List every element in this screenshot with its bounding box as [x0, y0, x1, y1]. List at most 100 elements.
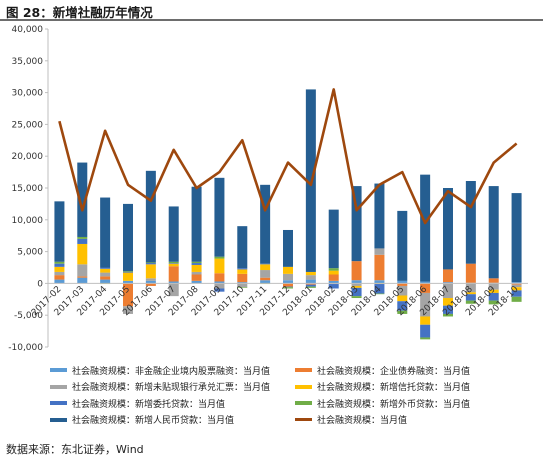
bar-segment-s4-2018-05 [397, 301, 408, 311]
bar-segment-s6-2017-03 [77, 162, 88, 237]
bar-segment-s5-2018-10 [511, 296, 522, 302]
legend-label: 社会融资规模：当月值 [317, 416, 408, 426]
bar-segment-s6-2018-10 [511, 193, 522, 283]
y-tick-label: 10,000 [12, 216, 44, 226]
bar-segment-s2-2017-04 [100, 272, 111, 277]
bar-segment-s3-2018-06 [420, 316, 431, 325]
legend-item: 社会融资规模：新增外币贷款：当月值 [295, 396, 470, 410]
bar-segment-s4-2017-09 [214, 288, 225, 292]
legend-item: 社会融资规模：新增信托贷款：当月值 [295, 380, 470, 394]
bar-segment-s3-2017-10 [237, 269, 248, 274]
bar-segment-s3-2018-03 [351, 285, 362, 288]
bar-segment-s6-2018-04 [374, 183, 385, 249]
bar-segment-s0-2018-03 [351, 280, 362, 284]
bar-segment-s2-2017-06 [145, 278, 156, 281]
bar-segment-s1-2018-01 [305, 283, 316, 285]
bar-segment-s5-2018-06 [420, 337, 431, 340]
bar-segment-s2-2018-03 [351, 283, 362, 286]
legend-label: 社会融资规模：新增委托贷款：当月值 [72, 399, 226, 410]
bar-segment-s0-2017-02 [54, 279, 65, 284]
bar-segment-s1-2017-06 [145, 283, 156, 286]
bar-segment-s0-2018-07 [443, 282, 453, 284]
bar-segment-s3-2017-03 [77, 243, 88, 265]
bar-segment-s1-2017-02 [54, 275, 65, 280]
legend-swatch [50, 384, 67, 389]
bar-segment-s2-2018-04 [374, 248, 385, 255]
bar-segment-s5-2017-02 [54, 261, 65, 264]
bar-segment-s2-2017-08 [191, 271, 202, 275]
bar-segment-s3-2017-04 [100, 268, 111, 273]
bar-segment-s5-2018-01 [305, 286, 316, 288]
bar-segment-s5-2017-03 [77, 236, 88, 239]
bar-segment-s6-2017-10 [237, 226, 248, 269]
bar-segment-s2-2017-09 [214, 283, 225, 289]
bar-segment-s0-2018-01 [305, 279, 316, 284]
title-divider [0, 19, 543, 21]
legend-swatch [50, 368, 67, 372]
bar-segment-s5-2018-05 [397, 310, 408, 314]
bar-segment-s6-2018-07 [443, 188, 453, 270]
bar-segment-s1-2017-11 [260, 277, 271, 281]
bar-segment-s5-2017-05 [123, 271, 133, 272]
legend-swatch [295, 418, 312, 421]
bar-segment-s5-2018-03 [351, 296, 362, 299]
bar-segment-s1-2017-10 [237, 273, 248, 283]
bar-segment-s1-2017-03 [77, 276, 88, 278]
legend-item: 社会融资规模：新增委托贷款：当月值 [50, 396, 225, 410]
y-tick-label: -10,000 [8, 343, 43, 353]
y-tick-label: 25,000 [12, 120, 44, 130]
bar-segment-s6-2018-02 [328, 209, 339, 269]
bar-segment-s5-2017-06 [145, 262, 156, 264]
bar-segment-s1-2018-05 [397, 283, 408, 286]
legend-label: 社会融资规模：新增外币贷款：当月值 [317, 399, 471, 410]
legend-label: 社会融资规模：新增未贴现银行承兑汇票：当月值 [72, 383, 271, 393]
bar-segment-s4-2018-01 [305, 284, 316, 287]
bar-segment-s6-2018-09 [488, 186, 499, 279]
bar-segment-s4-2018-04 [374, 284, 385, 294]
bar-segment-s0-2017-06 [145, 280, 156, 284]
bar-segment-s0-2018-06 [420, 281, 431, 284]
bar-segment-s1-2018-10 [511, 283, 522, 285]
legend-label: 社会融资规模：新增人民币贷款：当月值 [72, 416, 235, 426]
bar-segment-s4-2017-05 [123, 271, 133, 273]
bar-segment-s4-2018-06 [420, 324, 431, 338]
bar-segment-s6-2018-08 [465, 181, 476, 264]
bar-segment-s4-2017-10 [237, 268, 248, 270]
bar-segment-s3-2017-08 [191, 264, 202, 272]
bar-segment-s4-2018-03 [351, 287, 362, 297]
bar-segment-s2-2017-03 [77, 264, 88, 277]
bar-segment-s2-2018-09 [488, 283, 499, 290]
bar-segment-s6-2017-02 [54, 201, 65, 262]
y-tick-label: 15,000 [12, 184, 44, 194]
bar-segment-s6-2017-04 [100, 197, 111, 268]
bar-segment-s3-2017-09 [214, 258, 225, 274]
bar-segment-s4-2017-11 [260, 263, 271, 265]
bar-segment-s3-2018-05 [397, 295, 408, 302]
legend-swatch [295, 368, 312, 372]
bar-segment-s3-2017-02 [54, 266, 65, 272]
source-note: 数据来源：东北证券，Wind [6, 443, 144, 456]
bar-segment-s0-2018-02 [328, 280, 339, 284]
bar-segment-s6-2017-09 [214, 177, 225, 257]
bar-segment-s6-2017-12 [283, 229, 293, 267]
bar-segment-s1-2017-05 [123, 283, 133, 307]
bar-segment-s3-2018-01 [305, 271, 316, 276]
bar-segment-s4-2017-02 [54, 263, 65, 267]
bar-segment-s3-2017-05 [123, 272, 133, 281]
bar-segment-s0-2018-05 [397, 280, 408, 284]
bar-segment-s3-2017-12 [283, 266, 293, 274]
bar-segment-s3-2017-07 [168, 263, 179, 267]
bar-segment-s1-2018-04 [374, 254, 385, 281]
bar-segment-s2-2017-02 [54, 271, 65, 276]
bar-segment-s6-2018-05 [397, 210, 408, 281]
legend-swatch [295, 384, 312, 389]
bar-segment-s0-2017-12 [283, 280, 293, 284]
bar-segment-s4-2017-12 [283, 286, 293, 288]
bar-segment-s1-2018-09 [488, 278, 499, 283]
bar-segment-s6-2017-05 [123, 203, 133, 272]
y-tick-label: 20,000 [12, 152, 44, 162]
bar-segment-s5-2017-12 [283, 287, 293, 289]
bar-segment-s4-2017-07 [168, 263, 179, 264]
bar-segment-s3-2018-02 [328, 270, 339, 275]
bar-segment-s1-2017-12 [283, 283, 293, 287]
